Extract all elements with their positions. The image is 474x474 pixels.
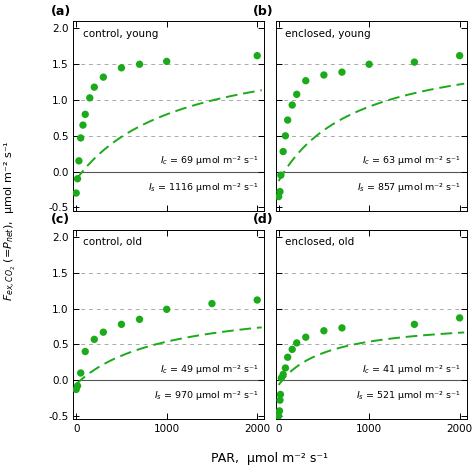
Point: [208, 300, 216, 307]
Point: [275, 193, 283, 201]
Point: [276, 396, 284, 404]
Point: [293, 91, 301, 98]
Point: [74, 382, 82, 390]
Text: PAR,  μmol m⁻² s⁻¹: PAR, μmol m⁻² s⁻¹: [211, 453, 328, 465]
Point: [284, 116, 292, 124]
Text: $I_s$ = 1116 μmol m⁻² s⁻¹: $I_s$ = 1116 μmol m⁻² s⁻¹: [148, 181, 259, 194]
Text: (b): (b): [253, 5, 273, 18]
Point: [302, 333, 310, 341]
Point: [276, 188, 284, 195]
Point: [82, 348, 89, 356]
Point: [86, 94, 93, 102]
Point: [320, 71, 328, 79]
Point: [338, 68, 346, 76]
Point: [288, 101, 296, 109]
Point: [456, 314, 464, 322]
Point: [277, 391, 284, 398]
Point: [282, 132, 289, 140]
Point: [288, 346, 296, 353]
Point: [254, 296, 261, 304]
Text: (a): (a): [51, 5, 71, 18]
Point: [91, 83, 98, 91]
Text: control, young: control, young: [83, 29, 158, 39]
Point: [410, 58, 418, 66]
Point: [284, 354, 292, 361]
Point: [276, 407, 283, 415]
Point: [91, 336, 98, 343]
Point: [410, 320, 418, 328]
Point: [163, 58, 171, 65]
Point: [73, 189, 80, 197]
Point: [254, 52, 261, 59]
Point: [136, 316, 143, 323]
Point: [82, 110, 89, 118]
Text: $I_s$ = 970 μmol m⁻² s⁻¹: $I_s$ = 970 μmol m⁻² s⁻¹: [154, 390, 259, 402]
Point: [136, 61, 143, 68]
Point: [73, 386, 80, 393]
Point: [282, 364, 289, 372]
Point: [456, 52, 464, 59]
Point: [75, 157, 82, 164]
Text: $I_s$ = 857 μmol m⁻² s⁻¹: $I_s$ = 857 μmol m⁻² s⁻¹: [357, 181, 461, 194]
Point: [77, 134, 84, 142]
Text: enclosed, old: enclosed, old: [285, 237, 355, 247]
Point: [293, 339, 301, 346]
Point: [100, 328, 107, 336]
Text: (d): (d): [253, 213, 273, 226]
Point: [302, 77, 310, 84]
Point: [100, 73, 107, 81]
Text: (c): (c): [51, 213, 70, 226]
Point: [365, 61, 373, 68]
Point: [118, 320, 125, 328]
Point: [320, 327, 328, 335]
Point: [279, 371, 287, 378]
Text: $I_c$ = 41 μmol m⁻² s⁻¹: $I_c$ = 41 μmol m⁻² s⁻¹: [362, 363, 461, 376]
Text: $F_{ex,CO_2}$ (=$P_{net}$),  μmol m⁻² s⁻¹: $F_{ex,CO_2}$ (=$P_{net}$), μmol m⁻² s⁻¹: [3, 140, 18, 301]
Text: $I_c$ = 69 μmol m⁻² s⁻¹: $I_c$ = 69 μmol m⁻² s⁻¹: [160, 155, 259, 167]
Text: $I_c$ = 49 μmol m⁻² s⁻¹: $I_c$ = 49 μmol m⁻² s⁻¹: [160, 363, 259, 376]
Point: [275, 412, 283, 419]
Point: [118, 64, 125, 72]
Point: [338, 324, 346, 332]
Point: [79, 121, 87, 129]
Point: [77, 369, 84, 377]
Point: [277, 172, 285, 179]
Point: [278, 374, 285, 382]
Text: control, old: control, old: [83, 237, 142, 247]
Text: $I_s$ = 521 μmol m⁻² s⁻¹: $I_s$ = 521 μmol m⁻² s⁻¹: [356, 390, 461, 402]
Point: [279, 148, 287, 155]
Point: [163, 306, 171, 313]
Text: $I_c$ = 63 μmol m⁻² s⁻¹: $I_c$ = 63 μmol m⁻² s⁻¹: [362, 155, 461, 167]
Text: enclosed, young: enclosed, young: [285, 29, 371, 39]
Point: [74, 175, 82, 182]
